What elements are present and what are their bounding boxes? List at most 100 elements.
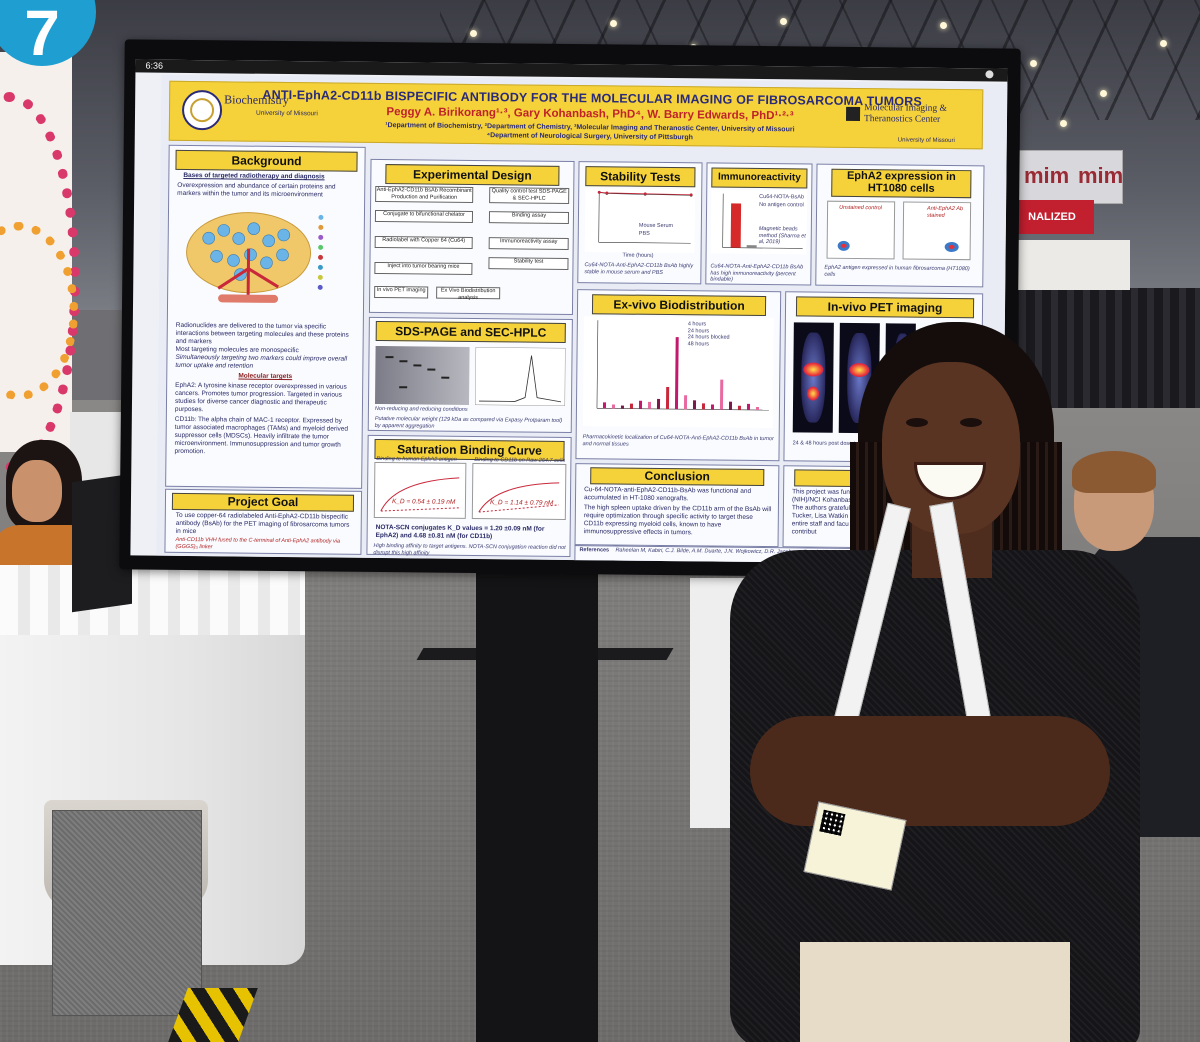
- biochemistry-logo-sub: University of Missouri: [255, 109, 318, 118]
- mitc-logo-sub: University of Missouri: [897, 137, 955, 145]
- experimental-design-section: Experimental Design Anti-EphA2-CD11b BsA…: [368, 158, 575, 316]
- background-bullet: Radionuclides are delivered to the tumor…: [175, 321, 349, 346]
- gel-image: [374, 345, 470, 405]
- plot-title: Binding to human EphA2 antigen: [376, 455, 457, 463]
- epha2-caption: EphA2 antigen expressed in human fibrosa…: [824, 264, 970, 278]
- design-step-box: Inject into tumor bearing mice: [374, 261, 473, 275]
- stability-point: [597, 190, 601, 194]
- qc-box: Binding assay: [488, 211, 570, 224]
- stability-point: [643, 192, 647, 196]
- biodistribution-section: Ex-vivo Biodistribution 4 hours 24 hours…: [575, 289, 782, 462]
- immuno-bar: [730, 203, 742, 248]
- display-monitor: 6:36 Biochemistry University of Missouri…: [119, 39, 1021, 579]
- mim-red-sign: NALIZED: [1010, 200, 1094, 234]
- kd-value: K_D = 1.14 ± 0.79 nM: [489, 499, 554, 507]
- poster-affiliations: ¹Department of Biochemistry, ²Department…: [385, 122, 795, 141]
- immuno-bar: [746, 245, 757, 248]
- stability-caption: Cu64-NOTA-Anti-EphA2-CD11b BsAb highly s…: [584, 262, 694, 276]
- face: [12, 460, 62, 522]
- flow-plot-stained: [902, 201, 972, 261]
- biodist-bar: [683, 395, 688, 410]
- ceiling-light: [1160, 40, 1167, 47]
- design-step-box: Conjugate to bifunctional chelator: [374, 209, 474, 223]
- project-goal-note: Anti-CD11b VHH fused to the C-terminal o…: [175, 536, 341, 550]
- background-bullet: Simultaneously targeting two markers cou…: [175, 353, 348, 370]
- saturation-plot-2: [471, 462, 567, 520]
- background-header: Background: [175, 149, 358, 172]
- monitor-stand-pole: [476, 572, 598, 1042]
- flow-plot-unstained: [826, 200, 896, 260]
- biodist-bar: [701, 403, 706, 410]
- sds-page-header: SDS-PAGE and SEC-HPLC: [375, 320, 566, 343]
- scientific-poster: Biochemistry University of Missouri ANTI…: [156, 74, 1008, 565]
- design-step-box: Radiolabel with Copper 64 (Cu64): [374, 235, 473, 249]
- stability-legend: PBS: [638, 230, 650, 237]
- mitc-logo-text: Molecular Imaging & Theranostics Center: [863, 103, 948, 125]
- immunoreactivity-section: Immunoreactivity Cu64-NOTA-BsAb No antig…: [705, 162, 813, 286]
- ceiling-light: [1060, 120, 1067, 127]
- saturation-binding-section: Saturation Binding Curve Binding to huma…: [366, 434, 572, 558]
- biodist-bar: [719, 379, 724, 410]
- biodist-bar: [674, 337, 679, 410]
- background-subhead: Bases of targeted radiotherapy and diagn…: [183, 171, 325, 181]
- design-step-box: Anti-EphA2-CD11b BsAb Recombinant Produc…: [375, 185, 474, 203]
- epha2-expression-header: EphA2 expression in HT1080 cells: [831, 168, 972, 199]
- mim-sign: mim mim: [1015, 150, 1123, 204]
- biodist-bar: [620, 405, 624, 409]
- flow-label: Unstained control: [839, 204, 882, 212]
- stability-chart: [584, 188, 696, 254]
- presenter-woman: [720, 322, 1150, 1042]
- biodist-bar: [728, 401, 733, 410]
- gel-caption: Non-reducing and reducing conditions: [374, 405, 468, 413]
- immuno-legend: Cu64-NOTA-BsAb: [759, 193, 805, 201]
- ceiling-light: [1100, 90, 1107, 97]
- booth-panel: [1010, 240, 1130, 290]
- ceiling-light: [1030, 60, 1037, 67]
- stability-header: Stability Tests: [585, 166, 696, 188]
- qc-box: Immunoreactivity assay: [488, 237, 569, 250]
- stability-series-line: [599, 191, 692, 196]
- immuno-caption: Cu64-NOTA-Anti-EphA2-CD11b BsAb has high…: [710, 263, 804, 283]
- immunoreactivity-chart: [710, 189, 808, 255]
- background-section: Background Bases of targeted radiotherap…: [165, 144, 366, 489]
- project-goal-section: Project Goal To use copper-64 radiolabel…: [164, 488, 363, 555]
- kd-value: K_D = 0.54 ± 0.19 nM: [391, 498, 456, 506]
- tumor-illustration: [186, 212, 324, 303]
- design-step-box: In vivo PET imaging: [374, 285, 429, 299]
- qr-code-icon: [819, 809, 846, 836]
- poster-authors: Peggy A. Birikorang¹·³, Gary Kohanbash, …: [386, 106, 794, 123]
- white-pants: [800, 942, 1070, 1042]
- biodist-bar: [746, 403, 751, 410]
- biodist-bar: [710, 404, 715, 410]
- wifi-icon: [985, 70, 994, 79]
- experimental-design-header: Experimental Design: [385, 164, 560, 186]
- qc-box: Stability test: [488, 257, 569, 270]
- ceiling-light: [780, 18, 787, 25]
- ceiling-light: [940, 22, 947, 29]
- biodistribution-header: Ex-vivo Biodistribution: [591, 294, 767, 317]
- biodist-bar: [638, 400, 643, 409]
- immunoreactivity-header: Immunoreactivity: [711, 167, 808, 189]
- trash-bin: [52, 810, 202, 1016]
- immuno-method: Magnetic beads method (Sharma et al, 201…: [758, 225, 806, 246]
- hair: [1072, 451, 1156, 493]
- flow-label: Anti-EphA2 Ab stained: [926, 205, 963, 219]
- ceiling-light: [610, 20, 617, 27]
- sds-caption: Putative molecular weight (129 kDa as co…: [374, 415, 563, 430]
- ceiling-light: [470, 30, 477, 37]
- mu-logo: [845, 106, 861, 122]
- references-label: References: [579, 547, 610, 554]
- epha2-description: EphA2: A tyrosine kinase receptor overex…: [174, 381, 347, 414]
- biodist-bar: [665, 387, 670, 410]
- biodist-bar: [602, 402, 607, 409]
- design-step-box: Ex Vivo Biodistribution analysis: [436, 286, 501, 301]
- cd11b-description: CD11b: The alpha chain of MAC-1 receptor…: [174, 415, 349, 456]
- booth-number-badge: 7: [0, 0, 96, 69]
- sec-hplc-trace: [474, 347, 566, 406]
- molecular-targets-heading: Molecular targets: [238, 372, 293, 381]
- biodistribution-chart: [582, 316, 774, 429]
- stability-xlabel: Time (hours): [622, 252, 654, 259]
- biodist-bar: [647, 401, 652, 409]
- saturation-caption: High binding affinity to target antigens…: [373, 542, 566, 557]
